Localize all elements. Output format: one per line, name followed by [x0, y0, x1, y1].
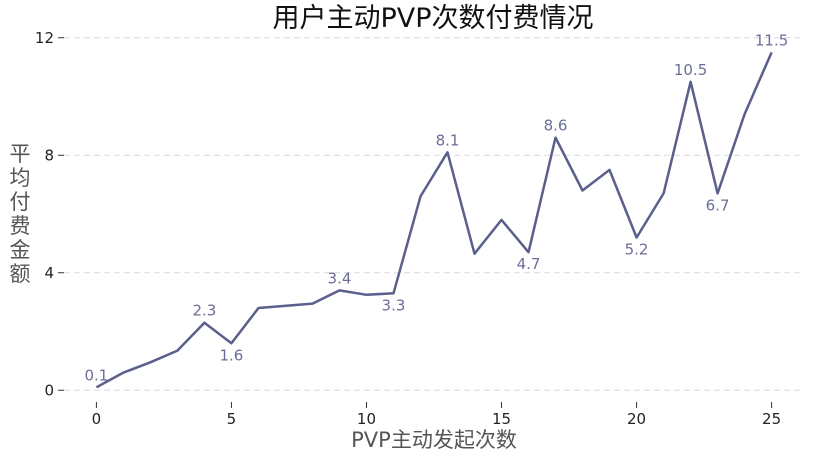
y-axis-label-char: 均 — [10, 166, 31, 190]
series-line — [95, 51, 773, 389]
y-axis-label-char: 平 — [10, 142, 31, 166]
data-label: 8.1 — [436, 131, 460, 149]
data-label: 3.4 — [328, 269, 352, 287]
x-axis: 0 5 10 15 20 25 — [92, 402, 781, 428]
y-tick-label: 8 — [44, 146, 54, 164]
x-tick-label: 5 — [227, 410, 237, 428]
data-label: 1.6 — [220, 346, 244, 364]
y-axis-label-char: 金 — [10, 238, 31, 262]
y-tick-label: 0 — [44, 381, 54, 399]
data-label: 2.3 — [193, 302, 217, 320]
data-label: 6.7 — [706, 196, 730, 214]
x-axis-label: PVP主动发起次数 — [351, 428, 517, 452]
y-tick-label: 4 — [44, 264, 54, 282]
y-axis-label-char: 付 — [10, 190, 31, 214]
x-tick-label: 25 — [762, 410, 781, 428]
series-layer — [95, 51, 773, 389]
x-tick-label: 0 — [92, 410, 102, 428]
data-label: 3.3 — [382, 296, 406, 314]
gridlines — [64, 37, 804, 391]
chart-title: 用户主动PVP次数付费情况 — [272, 3, 593, 34]
data-label: 5.2 — [625, 241, 649, 259]
x-tick-label: 20 — [627, 410, 646, 428]
data-label: 10.5 — [674, 61, 707, 79]
data-label: 11.5 — [755, 31, 788, 49]
y-axis-label-char: 费 — [10, 214, 31, 238]
data-label: 0.1 — [84, 366, 108, 384]
x-tick-label: 10 — [357, 410, 376, 428]
data-labels: 0.1 2.3 1.6 3.4 3.3 8.1 4.7 8.6 5.2 10.5 6.7 11.5 — [84, 31, 788, 384]
y-axis-label-char: 额 — [10, 262, 31, 286]
data-label: 4.7 — [517, 255, 541, 273]
y-axis: 0 4 8 12 — [35, 29, 64, 399]
x-tick-label: 15 — [492, 410, 511, 428]
data-label: 8.6 — [544, 117, 568, 135]
y-tick-label: 12 — [35, 29, 54, 47]
y-axis-label: 平均付费金额 — [10, 142, 31, 286]
